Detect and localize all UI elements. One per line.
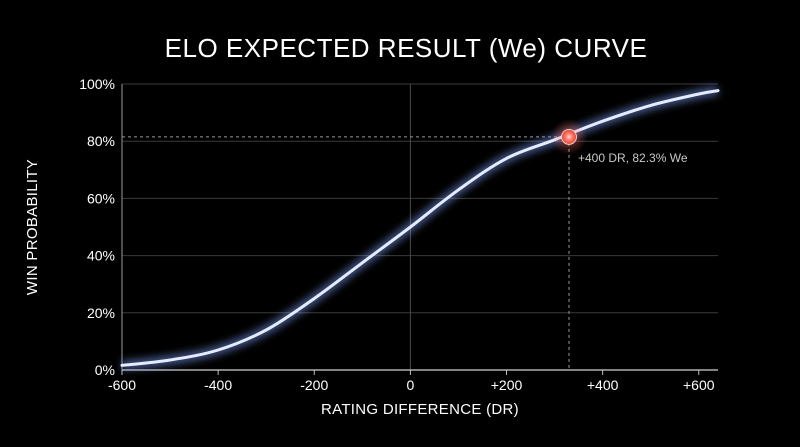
x-tick-label: +400 [587,377,619,393]
highlight-point [561,129,577,145]
x-tick-label: 0 [406,377,414,393]
chart-title: ELO EXPECTED RESULT (We) CURVE [165,33,648,63]
x-tick-label: -600 [108,377,136,393]
x-tick-label: +200 [491,377,523,393]
y-tick-labels: 0% 20% 40% 60% 80% 100% [79,76,115,378]
highlight-layer: +400 DR, 82.3% We [551,118,688,165]
y-tick-label: 100% [79,76,115,92]
x-tick-labels: -600 -400 -200 0 +200 +400 +600 [108,377,715,393]
y-tick-label: 60% [87,190,115,206]
reference-lines [122,84,570,370]
x-axis-title: RATING DIFFERENCE (DR) [321,401,519,418]
y-axis-title: WIN PROBABILITY [24,159,41,295]
series [120,86,720,370]
axes [121,84,718,375]
series-line [120,89,720,367]
highlight-annotation: +400 DR, 82.3% We [578,151,688,165]
y-tick-label: 0% [95,362,115,378]
x-tick-label: -200 [300,377,328,393]
x-tick-label: -400 [204,377,232,393]
series-line-glow [121,86,719,370]
y-tick-label: 80% [87,133,115,149]
y-tick-label: 40% [87,248,115,264]
x-tick-label: +600 [683,377,715,393]
y-tick-label: 20% [87,305,115,321]
grid [122,83,718,314]
